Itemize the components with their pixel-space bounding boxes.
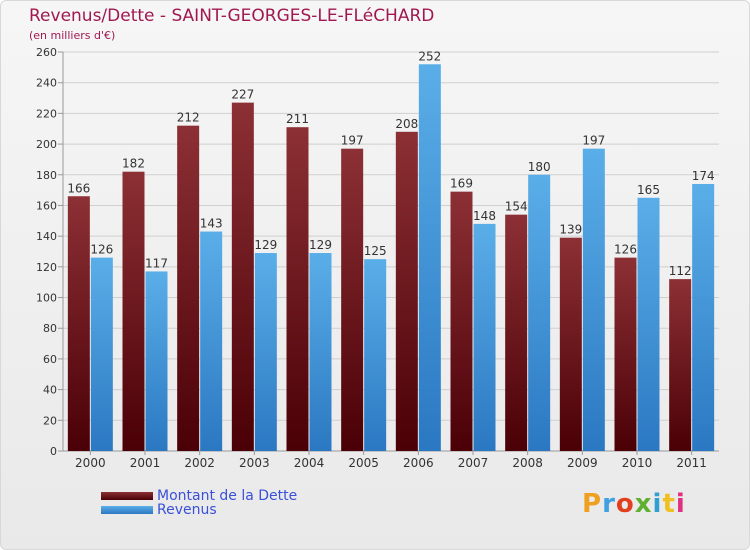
bar-revenus [200, 231, 223, 451]
bar-value-label: 169 [450, 177, 473, 191]
logo-letter: P [582, 489, 603, 519]
bar-value-label: 252 [418, 49, 441, 63]
bar-revenus [418, 64, 441, 452]
y-tick-label: 200 [36, 138, 57, 151]
y-tick-label: 100 [36, 292, 57, 305]
y-tick-label: 220 [36, 107, 57, 120]
legend-label-dette: Montant de la Dette [157, 488, 298, 504]
logo-letter: i [652, 489, 663, 519]
x-tick-label: 2004 [294, 456, 325, 470]
x-tick-label: 2011 [676, 456, 707, 470]
y-tick-label: 160 [36, 199, 57, 212]
legend-label-revenus: Revenus [157, 502, 217, 518]
logo-letter: t [662, 489, 676, 519]
x-tick-label: 2010 [622, 456, 653, 470]
x-tick-label: 2003 [239, 456, 270, 470]
bar-revenus [364, 259, 387, 451]
bar-revenus [473, 223, 496, 451]
bar-value-label: 165 [637, 183, 660, 197]
bar-value-label: 182 [122, 157, 145, 171]
bar-dette [450, 191, 473, 451]
proxiti-logo: Proxiti [582, 489, 686, 519]
bar-dette [505, 214, 528, 451]
bar-revenus [692, 183, 715, 451]
bar-value-label: 148 [473, 209, 496, 223]
bar-dette [341, 148, 364, 451]
bar-dette [669, 279, 692, 451]
bar-revenus [90, 257, 113, 451]
x-tick-label: 2000 [75, 456, 106, 470]
x-tick-label: 2001 [130, 456, 161, 470]
bar-value-label: 212 [177, 111, 200, 125]
y-tick-label: 140 [36, 230, 57, 243]
bar-value-label: 211 [286, 112, 309, 126]
bar-revenus [582, 148, 605, 451]
y-tick-label: 40 [43, 384, 57, 397]
x-tick-label: 2008 [512, 456, 543, 470]
x-tick-label: 2007 [458, 456, 489, 470]
x-tick-label: 2006 [403, 456, 434, 470]
bar-dette [67, 196, 90, 451]
bar-dette [559, 237, 582, 451]
y-tick-label: 260 [36, 46, 57, 59]
bar-revenus [637, 197, 660, 451]
bar-value-label: 143 [200, 217, 223, 231]
bars [67, 64, 715, 452]
bar-dette [286, 127, 309, 451]
bar-dette [177, 125, 200, 452]
y-tick-label: 80 [43, 322, 57, 335]
bar-value-label: 166 [67, 181, 90, 195]
grid-lines [63, 51, 719, 452]
bar-labels: 166 126 182 117 212 143 227 129 211 129 197 125 208 2… [67, 49, 714, 278]
bar-value-label: 129 [309, 238, 332, 252]
legend-swatch-revenus [101, 506, 153, 514]
y-tick-label: 180 [36, 169, 57, 182]
legend-swatch-dette [101, 492, 153, 500]
bar-value-label: 126 [90, 243, 113, 257]
bar-value-label: 129 [254, 238, 277, 252]
bar-revenus [528, 174, 551, 451]
y-tick-label: 120 [36, 261, 57, 274]
legend-item-revenus: Revenus [101, 502, 217, 518]
bar-value-label: 117 [145, 256, 168, 270]
bar-value-label: 126 [614, 243, 637, 257]
bar-dette [395, 131, 418, 452]
bar-value-label: 174 [692, 169, 715, 183]
bar-revenus [254, 253, 277, 451]
bar-value-label: 197 [582, 134, 605, 148]
bar-dette [231, 102, 254, 452]
bar-value-label: 125 [364, 244, 387, 258]
logo-letter: o [615, 489, 635, 519]
bar-dette [614, 257, 637, 451]
bar-value-label: 154 [505, 200, 528, 214]
y-tick-label: 60 [43, 353, 57, 366]
bar-value-label: 197 [341, 134, 364, 148]
y-tick-label: 0 [50, 445, 57, 458]
bar-value-label: 227 [231, 88, 254, 102]
y-axis-ticks: 0 20 40 60 80 100 120 140 160 180 200 220 240 260 [36, 46, 719, 458]
x-tick-label: 2009 [567, 456, 598, 470]
logo-letter: i [675, 489, 686, 519]
x-axis-ticks: 2000 2001 2002 2003 2004 2005 2006 2007 2008 2009… [75, 451, 707, 470]
bar-revenus [145, 271, 168, 451]
logo-letter: r [602, 489, 616, 519]
bar-revenus [309, 253, 332, 451]
bar-value-label: 180 [528, 160, 551, 174]
bar-value-label: 139 [559, 223, 582, 237]
x-tick-label: 2005 [348, 456, 379, 470]
y-tick-label: 20 [43, 414, 57, 427]
legend-item-dette: Montant de la Dette [101, 488, 297, 504]
chart-subtitle: (en milliers d'€) [29, 29, 116, 42]
x-tick-label: 2002 [184, 456, 215, 470]
bar-value-label: 208 [395, 117, 418, 131]
bar-dette [122, 171, 145, 451]
logo-letter: x [634, 489, 653, 519]
bar-value-label: 112 [669, 264, 692, 278]
chart-title: Revenus/Dette - SAINT-GEORGES-LE-FLéCHAR… [29, 6, 435, 26]
y-tick-label: 240 [36, 77, 57, 90]
